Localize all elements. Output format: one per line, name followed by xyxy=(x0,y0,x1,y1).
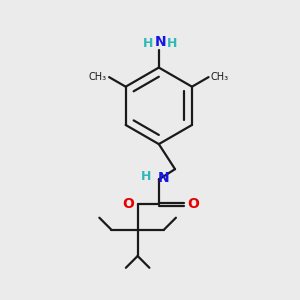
Text: H: H xyxy=(142,37,153,50)
Text: O: O xyxy=(188,197,199,212)
Text: CH₃: CH₃ xyxy=(211,72,229,82)
Text: CH₃: CH₃ xyxy=(88,72,107,82)
Text: H: H xyxy=(167,37,178,50)
Text: N: N xyxy=(154,35,166,49)
Text: H: H xyxy=(140,170,151,183)
Text: N: N xyxy=(158,171,169,185)
Text: O: O xyxy=(122,197,134,212)
